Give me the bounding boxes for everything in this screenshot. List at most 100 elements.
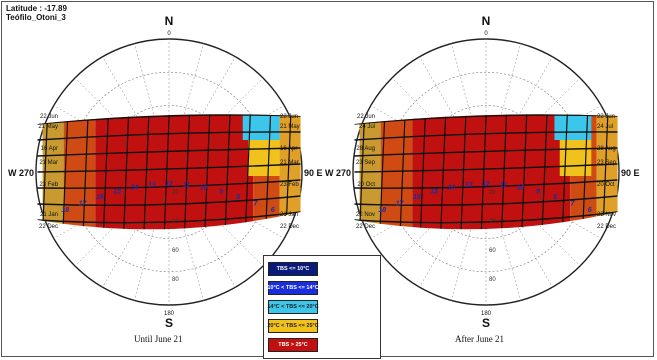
legend-label: 14°C < TBS <= 20°C (267, 304, 319, 310)
hour-line (102, 114, 110, 230)
hour-line (122, 114, 130, 230)
date-label-right: 21 Mar (280, 160, 299, 166)
date-label-right: 21 Jan (280, 212, 298, 218)
date-label-left: 23 Sep (356, 160, 376, 166)
hour-label: 8 (553, 194, 557, 201)
hour-line (459, 114, 467, 230)
hour-label: 13 (465, 182, 473, 189)
date-label-right: 28 Aug (597, 146, 616, 152)
altitude-label: 40 (172, 219, 179, 225)
hour-label: 17 (396, 200, 405, 207)
legend-label: 10°C < TBS <= 14°C (267, 285, 319, 291)
date-label-left: 22 Dec (39, 224, 58, 230)
hour-line (183, 114, 191, 230)
legend-item: TBS > 25°C (268, 336, 378, 354)
date-curve (354, 211, 618, 224)
hour-line (520, 114, 528, 230)
date-label-left: 28 Aug (356, 146, 375, 152)
hour-label: 14 (131, 184, 139, 191)
date-curve (354, 163, 618, 173)
legend-label: TBS > 25°C (278, 342, 308, 348)
date-curve (354, 131, 618, 141)
date-label-left: 22 Nov (356, 212, 375, 218)
altitude-label: 60 (489, 248, 496, 254)
hour-label: 6 (271, 207, 275, 214)
date-label-right: 22 Nov (597, 212, 616, 218)
east-label: 90 E (621, 168, 640, 178)
date-label-right: 22 Dec (280, 224, 299, 230)
north-label: N (482, 14, 491, 28)
station-label: Teófilo_Otoni_3 (6, 13, 66, 22)
hour-label: 9 (219, 189, 223, 196)
altitude-label: 20 (489, 190, 496, 196)
date-label-left: 22 Dec (356, 224, 375, 230)
hour-label: 15 (113, 189, 121, 196)
legend-label: TBS <= 10°C (276, 266, 310, 272)
legend-label: 20°C < TBS <= 25°C (267, 323, 319, 329)
hour-label: 18 (378, 207, 386, 214)
date-curve (354, 179, 618, 189)
temperature-zone (248, 140, 280, 176)
hour-line (500, 114, 508, 230)
caption-until-june: Until June 21 (134, 334, 183, 344)
date-curve (354, 147, 618, 157)
date-label-left: 22 Jun (357, 114, 375, 120)
date-label-left: 16 Apr (41, 146, 58, 152)
date-curve (37, 163, 301, 173)
hour-label: 6 (588, 207, 592, 214)
altitude-label: 80 (172, 277, 179, 283)
altitude-label: 80 (489, 277, 496, 283)
date-label-right: 22 Jun (597, 114, 615, 120)
caption-after-june: After June 21 (455, 334, 504, 344)
temperature-zone (554, 114, 592, 140)
hour-line (142, 114, 150, 230)
hour-label: 7 (253, 200, 258, 207)
altitude-label: 60 (172, 248, 179, 254)
temperature-zone (596, 114, 618, 230)
hour-label: 15 (430, 189, 438, 196)
hour-line (398, 114, 407, 230)
legend-item: 14°C < TBS <= 20°C (267, 298, 378, 316)
hour-label: 17 (79, 200, 88, 207)
north-degree-label: 0 (167, 31, 171, 37)
hour-line (479, 114, 488, 230)
date-label-left: 21 May (38, 124, 58, 130)
legend-item: TBS <= 10°C (268, 260, 378, 278)
date-label-right: 24 Jul (597, 124, 613, 130)
date-curve (37, 211, 301, 224)
hour-line (439, 114, 447, 230)
north-degree-label: 0 (484, 31, 488, 37)
legend-swatch: 20°C < TBS <= 25°C (267, 319, 319, 333)
date-label-right: 20 Oct (597, 182, 615, 188)
west-label: W 270 (325, 168, 351, 178)
hour-label: 16 (96, 194, 104, 201)
legend-swatch: TBS <= 10°C (268, 262, 318, 276)
latitude-label: Latitude : -17.89 (6, 4, 67, 13)
sun-path-band (37, 114, 301, 230)
altitude-label: 40 (489, 219, 496, 225)
south-label: S (482, 316, 490, 330)
hour-label: 12 (165, 181, 173, 188)
hour-label: 14 (448, 184, 456, 191)
hour-line (419, 114, 427, 230)
hour-label: 12 (482, 181, 490, 188)
date-label-right: 23 Feb (280, 182, 299, 188)
north-label: N (165, 14, 174, 28)
hour-label: 10 (517, 184, 525, 191)
hour-label: 7 (570, 200, 575, 207)
hour-label: 10 (200, 184, 208, 191)
date-label-right: 16 Apr (280, 146, 297, 152)
hour-line (203, 114, 211, 230)
hour-label: 18 (61, 207, 69, 214)
hour-line (81, 114, 90, 230)
south-degree-label: 180 (164, 311, 175, 317)
date-curve (37, 131, 301, 141)
hour-label: 11 (500, 182, 507, 189)
date-curve (37, 179, 301, 189)
east-label: 90 E (304, 168, 323, 178)
south-degree-label: 180 (481, 311, 492, 317)
west-label: W 270 (8, 168, 34, 178)
